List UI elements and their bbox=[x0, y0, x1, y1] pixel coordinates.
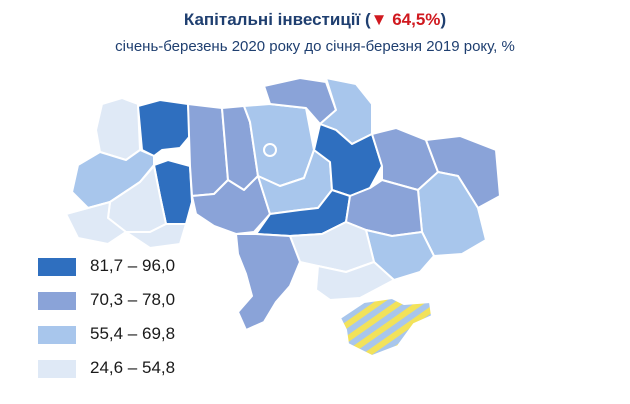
map-subtitle: січень-березень 2020 року до січня-берез… bbox=[115, 38, 515, 55]
legend-label: 70,3 – 78,0 bbox=[90, 290, 176, 309]
legend-swatch bbox=[38, 360, 76, 378]
legend-swatch bbox=[38, 292, 76, 310]
title-suffix: ) bbox=[440, 10, 447, 29]
legend-label: 55,4 – 69,8 bbox=[90, 324, 176, 343]
region-volyn bbox=[95, 97, 141, 161]
map-title: Капітальні інвестиції (▼ 64,5%) bbox=[0, 10, 630, 30]
region-kherson bbox=[315, 261, 395, 301]
kyiv-city-marker bbox=[263, 143, 277, 157]
ukraine-regions-map bbox=[65, 77, 501, 357]
region-chernivtsi bbox=[125, 223, 187, 249]
title-change: ▼ 64,5% bbox=[370, 10, 441, 29]
region-odesa bbox=[235, 233, 301, 331]
title-prefix: Капітальні інвестиції ( bbox=[183, 10, 371, 29]
region-rivne bbox=[137, 99, 191, 157]
legend-label: 81,7 – 96,0 bbox=[90, 256, 176, 275]
region-crimea bbox=[339, 297, 433, 357]
legend-swatch bbox=[38, 258, 76, 276]
region-zakarpattia bbox=[65, 201, 127, 245]
legend-swatch bbox=[38, 326, 76, 344]
legend-label: 24,6 – 54,8 bbox=[90, 358, 176, 377]
